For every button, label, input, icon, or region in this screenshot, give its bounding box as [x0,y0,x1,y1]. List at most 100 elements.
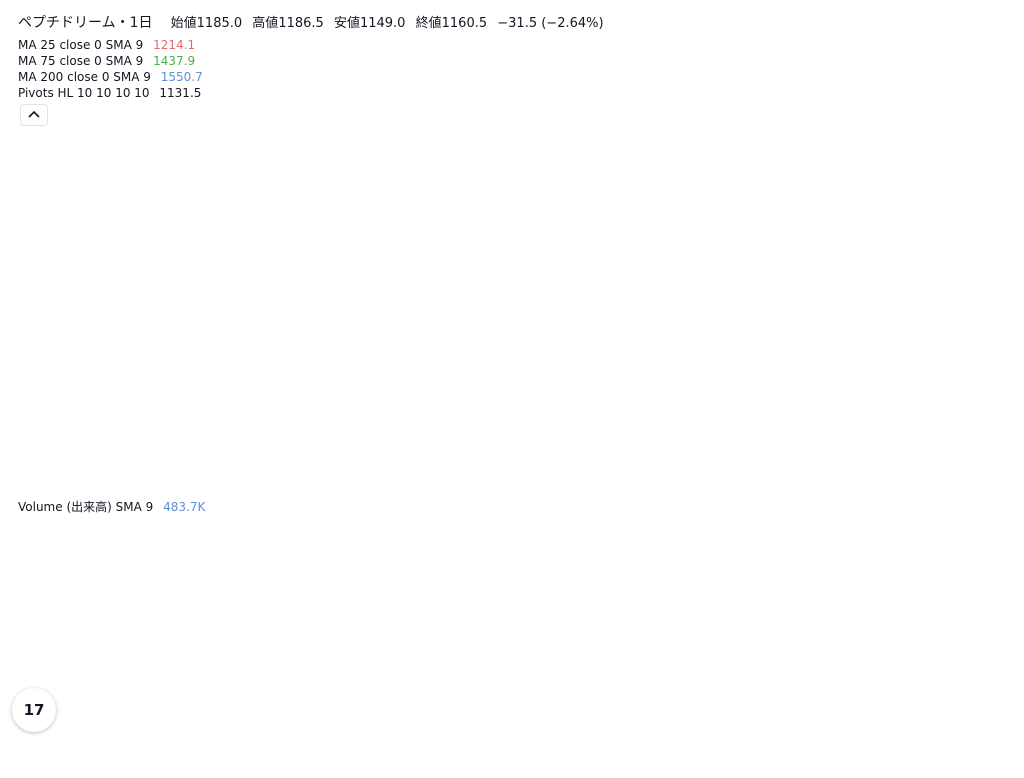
volume-tick-label: 1M [976,676,994,690]
ma25-line [9,223,919,425]
candle-body [761,363,766,373]
candle-body [828,404,834,425]
volume-bar [331,697,336,728]
candle-body [167,271,172,283]
indicator-ma25[interactable]: MA 25 close 0 SMA 9 1214.1 [18,37,201,53]
close-value: 1160.5 [441,16,488,31]
indicator-ma200-label: MA 200 close 0 SMA 9 [18,70,151,84]
candle-body [7,270,13,273]
candle-body [500,287,505,302]
candle-body [394,278,399,282]
candle-body [616,271,621,292]
candle-body [548,313,554,323]
tradingview-logo[interactable]: 17 [12,688,56,732]
pivot-label: 1440.0 [515,369,557,383]
pivot-label: 1452.5 [264,365,306,379]
candle-body [655,249,660,255]
pivot-label: 1752.0 [144,219,186,233]
candle-body [447,305,452,311]
candle-body [674,266,679,277]
candle-body [133,312,138,326]
candle-body [215,280,220,292]
candle-body [539,316,544,333]
volume-bar [143,691,148,728]
candle-body [186,260,191,275]
volume-bar [177,691,181,728]
symbol-name[interactable]: ペプチドリーム・1日 [18,15,153,31]
candle-body [877,403,882,412]
indicator-ma200-value: 1550.7 [160,70,203,84]
indicator-pivots[interactable]: Pivots HL 10 10 10 10 1131.5 [18,85,207,101]
indicator-ma75-label: MA 75 close 0 SMA 9 [18,54,144,68]
candle-body [490,307,496,310]
candle-body [684,289,689,305]
candle-body [915,432,921,442]
indicator-ma200[interactable]: MA 200 close 0 SMA 9 1550.7 [18,69,209,85]
volume-bar [95,697,99,728]
candle-body [370,311,375,318]
candle-body [587,271,592,280]
candle-body [737,346,742,352]
price-axis-badge-label: 1214.1 [966,418,1008,432]
candle-body [254,306,259,315]
volume-tick-label: 3M [976,585,994,599]
candle-body [510,265,515,278]
volume-bar [167,702,172,728]
volume-bar [756,708,761,728]
volume-bar [109,704,114,728]
price-tick-label: 1700.0 [972,258,1014,272]
candle-body [157,289,162,298]
volume-bar [138,653,143,728]
volume-bar [254,694,259,728]
candle-body [283,331,288,334]
volume-bar [892,711,896,728]
volume-bar [404,707,408,728]
candle-body [568,264,573,273]
candle-body [891,430,896,435]
candle-body [205,264,211,272]
volume-bar [694,709,698,728]
collapse-legend-button[interactable] [20,104,48,126]
volume-bar [858,691,862,728]
volume-bar [312,694,317,728]
volume-bar [128,714,133,728]
indicator-ma75-value: 1437.9 [153,54,196,68]
candle-body [582,267,587,278]
candle-body [278,320,283,328]
candle-body [22,265,27,273]
volume-bar [800,699,804,728]
candle-body [732,338,737,345]
candle-body [751,370,756,382]
volume-bar [809,711,814,728]
volume-bar [471,704,476,728]
volume-bar [597,711,602,728]
volume-bar [206,694,210,728]
candle-body [244,306,249,318]
volume-bar [186,691,191,728]
volume-bar [896,690,901,728]
candle-body [432,292,438,295]
volume-tick-label: 2M [976,630,994,644]
indicator-ma75[interactable]: MA 75 close 0 SMA 9 1437.9 [18,53,201,69]
chevron-up-icon [28,110,40,118]
candle-body [51,282,56,288]
candle-body [746,364,752,382]
volume-bar [718,712,722,728]
volume-bar [418,703,423,728]
volume-bar [829,696,833,728]
candle-body [65,289,71,294]
pivot-label: 1462.0 [462,362,504,376]
volume-bar [669,705,674,728]
candle-body [645,249,650,261]
candle-body [867,408,872,415]
pivot-label: 1818.5 [279,197,321,211]
volume-legend[interactable]: Volume (出来高) SMA 9 483.7K [18,499,211,515]
candle-body [249,306,254,315]
price-tick-label: 1400.0 [972,356,1014,370]
candle-body [872,404,877,408]
volume-bar [578,710,582,728]
close-label: 終値 [415,16,442,31]
volume-bar [737,704,742,728]
candle-body [46,271,51,286]
